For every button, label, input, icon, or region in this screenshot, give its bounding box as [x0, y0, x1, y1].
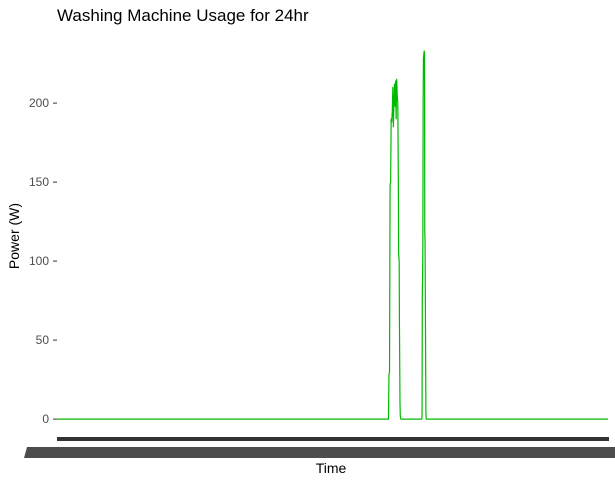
x-tick-label-band-overlap: [24, 447, 615, 458]
y-tick-label: 0: [42, 412, 49, 426]
x-axis-tick-labels: [24, 437, 615, 458]
chart-title: Washing Machine Usage for 24hr: [57, 6, 309, 25]
y-axis-ticks: 0 50 100 150 200: [29, 96, 57, 426]
y-tick-label: 100: [29, 254, 49, 268]
y-tick-label: 50: [36, 333, 50, 347]
x-axis-title: Time: [316, 460, 347, 476]
x-tick-label-band: [57, 437, 609, 441]
y-tick-label: 150: [29, 175, 49, 189]
y-tick-label: 200: [29, 96, 49, 110]
series-line-power: [57, 50, 608, 420]
y-axis-title: Power (W): [6, 203, 22, 269]
